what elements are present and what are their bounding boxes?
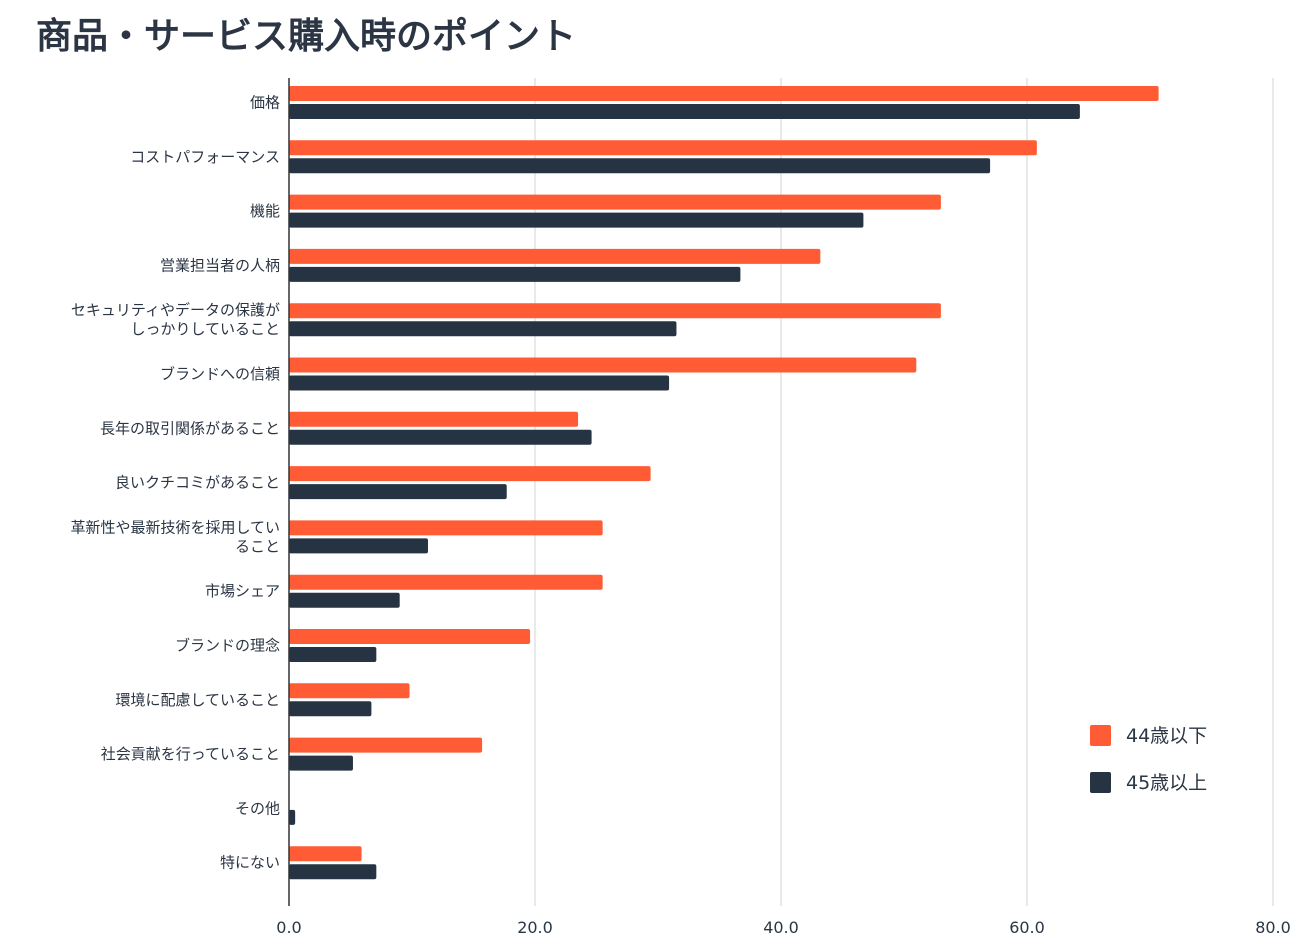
- bar-over45-9: [289, 592, 400, 608]
- category-label: 機能: [250, 202, 280, 220]
- category-label: ること: [235, 537, 280, 555]
- bar-over45-7: [289, 484, 507, 500]
- bar-over45-2: [289, 212, 864, 228]
- bar-over45-8: [289, 538, 428, 554]
- x-tick-label: 40.0: [763, 918, 799, 937]
- bar-over45-0: [289, 104, 1080, 119]
- bar-under44-3: [289, 248, 821, 264]
- bar-over45-1: [289, 158, 991, 174]
- bar-over45-10: [289, 647, 377, 662]
- bar-over45-5: [289, 375, 670, 391]
- category-label: 特にない: [220, 854, 280, 872]
- legend: 44歳以下 45歳以上: [1090, 725, 1207, 794]
- bar-under44-10: [289, 629, 531, 644]
- category-label: 良いクチコミがあること: [115, 474, 280, 492]
- bar-under44-11: [289, 683, 410, 699]
- category-label: しっかりしていること: [130, 320, 280, 338]
- bar-over45-14: [289, 864, 377, 880]
- legend-swatch-over45: [1090, 772, 1111, 793]
- category-labels: 価格コストパフォーマンス機能営業担当者の人柄セキュリティやデータの保護がしっかり…: [70, 94, 280, 872]
- bar-under44-5: [289, 357, 917, 373]
- legend-label: 45歳以上: [1126, 772, 1207, 794]
- category-label: ブランドへの信頼: [160, 365, 280, 383]
- category-label: 革新性や最新技術を採用してい: [70, 518, 280, 536]
- x-tick-label: 80.0: [1255, 918, 1291, 937]
- category-label: セキュリティやデータの保護が: [71, 301, 280, 319]
- bar-over45-4: [289, 321, 677, 337]
- category-label: 市場シェア: [205, 582, 280, 600]
- bar-over45-11: [289, 701, 372, 717]
- bar-over45-6: [289, 429, 592, 445]
- category-label: コストパフォーマンス: [130, 148, 280, 166]
- x-tick-label: 60.0: [1009, 918, 1045, 937]
- legend-swatch-under44: [1090, 725, 1111, 746]
- category-label: 環境に配慮していること: [115, 691, 280, 709]
- bar-under44-12: [289, 737, 483, 753]
- bar-under44-14: [289, 846, 362, 862]
- bar-over45-13: [289, 809, 296, 825]
- bars: [289, 86, 1159, 880]
- bar-under44-8: [289, 520, 603, 536]
- chart-title: 商品・サービス購入時のポイント: [36, 15, 576, 57]
- bar-over45-3: [289, 266, 741, 282]
- legend-label: 44歳以下: [1126, 725, 1207, 747]
- bar-under44-1: [289, 140, 1037, 156]
- bar-under44-7: [289, 466, 651, 482]
- category-label: 価格: [250, 94, 280, 112]
- category-label: その他: [235, 799, 280, 817]
- category-label: ブランドの理念: [175, 637, 280, 655]
- bar-under44-0: [289, 86, 1159, 101]
- bar-under44-6: [289, 411, 579, 427]
- category-label: 営業担当者の人柄: [160, 256, 280, 274]
- x-tick-label: 20.0: [517, 918, 553, 937]
- bar-under44-4: [289, 303, 941, 319]
- bar-over45-12: [289, 755, 353, 771]
- bar-under44-9: [289, 574, 603, 590]
- bar-under44-2: [289, 194, 941, 210]
- category-label: 長年の取引関係があること: [100, 419, 280, 437]
- x-tick-labels: 0.0 20.0 40.0 60.0 80.0: [276, 918, 1291, 937]
- x-tick-label: 0.0: [276, 918, 301, 937]
- category-label: 社会貢献を行っていること: [101, 745, 280, 763]
